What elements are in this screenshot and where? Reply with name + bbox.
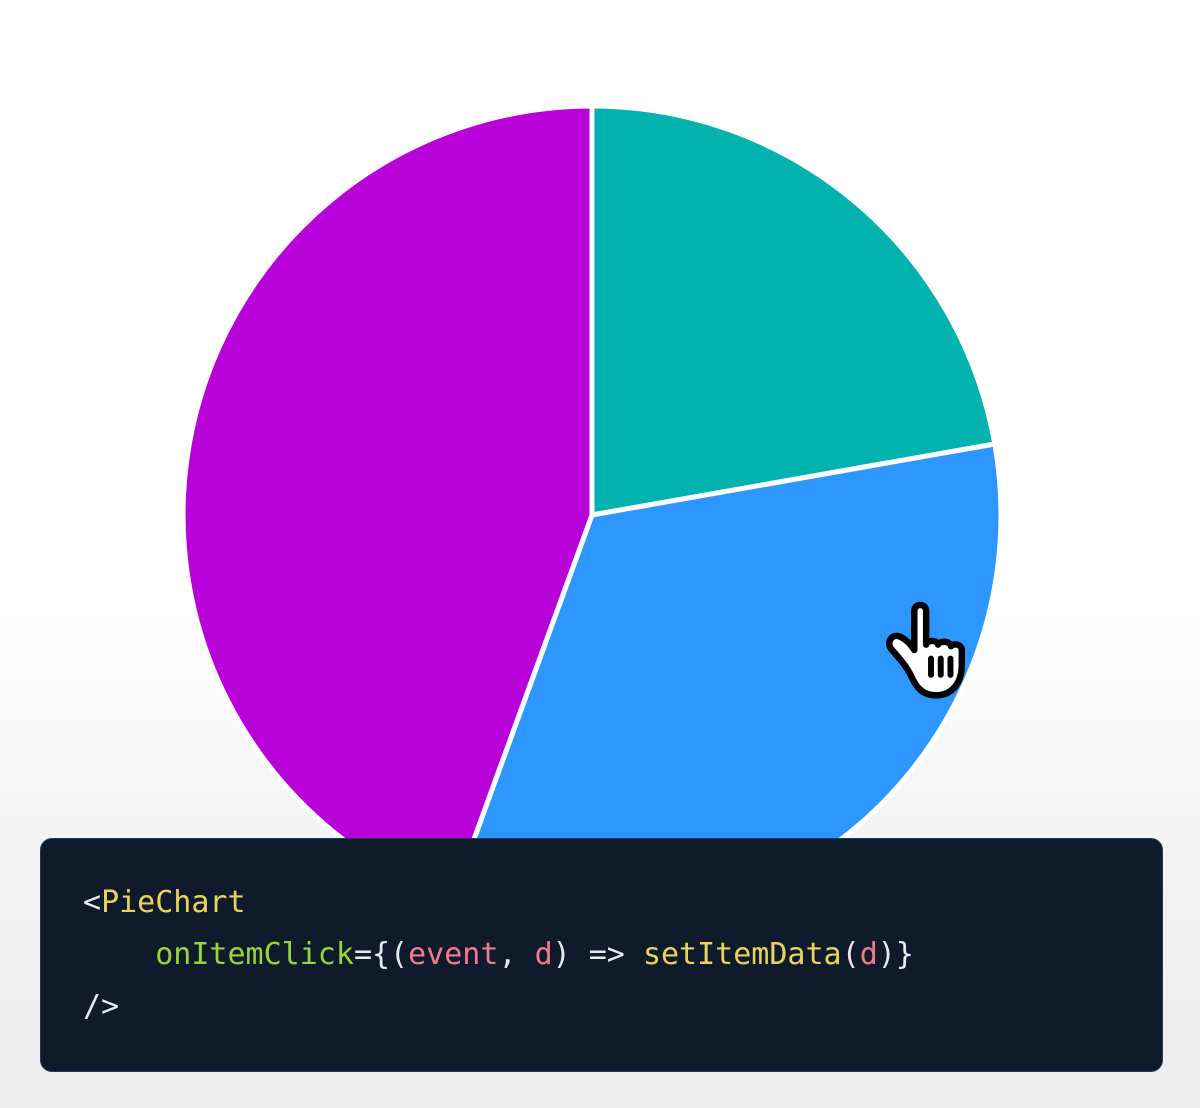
pie-slice-1[interactable] xyxy=(589,103,998,518)
code-token-punctuation: )} xyxy=(877,937,914,972)
code-token-punctuation: ) xyxy=(552,937,589,972)
pie-slice-3[interactable] xyxy=(180,103,595,902)
code-line: onItemClick={(event, d) => setItemData(d… xyxy=(83,929,1142,981)
code-token-punctuation: /> xyxy=(83,989,120,1024)
code-token-punctuation: , xyxy=(498,937,535,972)
code-token-punctuation: {( xyxy=(372,937,409,972)
code-token-plain xyxy=(83,937,155,972)
code-token-punctuation: => xyxy=(588,937,643,972)
code-token-punctuation: ( xyxy=(841,937,860,972)
code-token-variable: event xyxy=(408,937,499,972)
code-token-function: setItemData xyxy=(642,937,842,972)
code-snippet-block: <PieChart onItemClick={(event, d) => set… xyxy=(40,838,1163,1072)
code-token-variable: d xyxy=(534,937,553,972)
code-line: <PieChart xyxy=(83,877,1142,929)
code-token-tag: PieChart xyxy=(101,885,246,920)
code-token-punctuation: < xyxy=(83,885,102,920)
code-token-variable: d xyxy=(859,937,878,972)
code-line: /> xyxy=(83,981,1142,1033)
code-token-punctuation: = xyxy=(353,937,372,972)
code-token-attr: onItemClick xyxy=(155,937,354,972)
